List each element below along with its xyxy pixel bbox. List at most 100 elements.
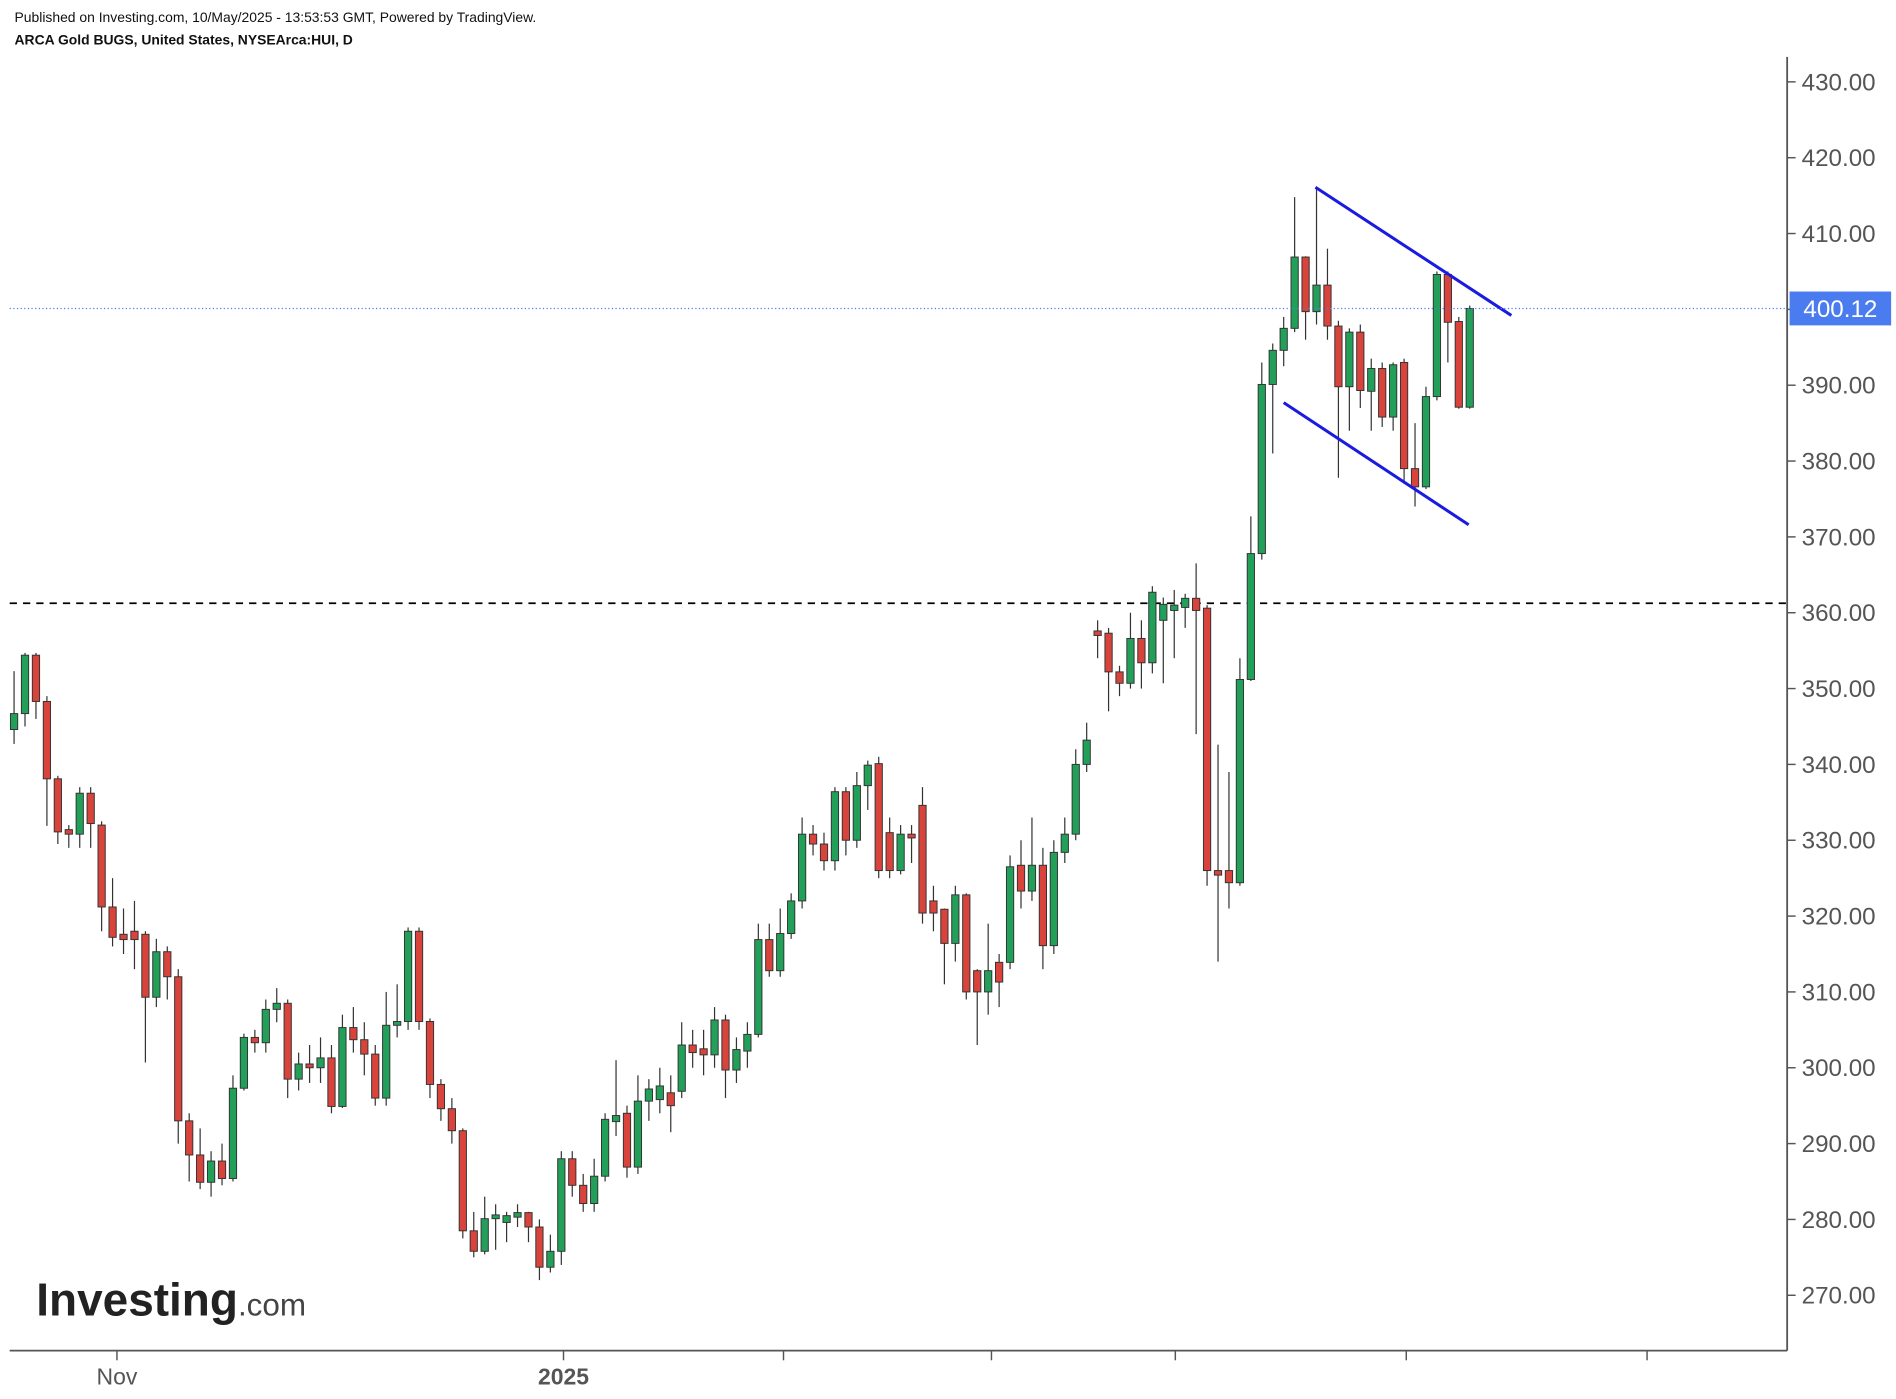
candle-body (1432, 274, 1442, 398)
candle-body (1126, 638, 1135, 684)
candle-body (1323, 284, 1332, 327)
candle-body (1356, 331, 1365, 392)
candle-body (1454, 321, 1463, 408)
candle-body (579, 1184, 588, 1204)
x-tick-label: 2025 (538, 1363, 589, 1389)
candle-body (787, 900, 796, 935)
candle-body (797, 833, 807, 902)
candle-body (261, 1008, 270, 1044)
candle-body (458, 1130, 467, 1232)
candle-body (1257, 383, 1266, 555)
candle-body (754, 939, 763, 1035)
y-tick-label: 360.00 (1802, 600, 1876, 627)
candle-body (349, 1027, 358, 1041)
candle-body (425, 1021, 435, 1085)
candle-body (1027, 864, 1037, 892)
y-tick-label: 270.00 (1802, 1283, 1876, 1310)
candle-body (1159, 603, 1168, 621)
candle-body (1399, 361, 1409, 470)
candle-body (819, 843, 829, 862)
candle-body (338, 1027, 347, 1107)
candle-body (611, 1115, 621, 1123)
candle-body (86, 792, 95, 825)
candle-body (31, 654, 41, 702)
y-tick-label: 350.00 (1802, 676, 1876, 703)
candle-body (940, 908, 949, 944)
candle-body (1367, 368, 1376, 392)
candle-body (666, 1092, 675, 1107)
candle-body (929, 900, 938, 914)
candle-body (130, 930, 139, 941)
candle-body (393, 1021, 402, 1026)
candle-body (1334, 325, 1343, 388)
candle-body (1345, 331, 1354, 388)
candle-body (174, 976, 183, 1122)
candle-body (1181, 597, 1190, 608)
x-tick-label: Nov (97, 1363, 138, 1389)
candle-body (469, 1230, 478, 1252)
candle-body (951, 894, 960, 944)
candle-body (1268, 349, 1277, 385)
y-tick-label: 310.00 (1802, 979, 1876, 1006)
y-tick-label: 430.00 (1802, 69, 1876, 96)
y-tick-label: 410.00 (1802, 221, 1876, 248)
candle-body (1082, 739, 1091, 765)
candle-body (447, 1108, 456, 1132)
candle-body (1060, 833, 1069, 853)
candle-body (1378, 368, 1387, 418)
logo-name: Investing (36, 1274, 238, 1326)
candle-body (53, 778, 62, 833)
candle-body (239, 1036, 249, 1089)
candle-body (1170, 604, 1179, 611)
candle-body (185, 1120, 194, 1156)
candle-body (622, 1112, 632, 1168)
candle-body (765, 939, 774, 972)
candle-body (294, 1063, 303, 1080)
candle-body (272, 1002, 281, 1010)
candle-body (918, 804, 927, 914)
candle-body (984, 970, 993, 993)
candle-body (152, 951, 161, 998)
candle-body (633, 1100, 643, 1168)
y-tick-label: 390.00 (1802, 373, 1876, 400)
candle-body (1301, 256, 1310, 313)
y-tick-label: 340.00 (1802, 752, 1876, 779)
candle-body (524, 1212, 533, 1228)
candle-body (896, 833, 905, 872)
candle-body (9, 713, 19, 731)
candle-body (20, 654, 30, 715)
candle-body (414, 930, 424, 1022)
candle-body (327, 1057, 336, 1107)
candle-body (141, 933, 150, 998)
candle-body (568, 1158, 577, 1186)
candle-body (382, 1024, 391, 1099)
y-tick-label: 280.00 (1802, 1207, 1876, 1234)
candle-body (1224, 870, 1234, 884)
last-price-box (1789, 291, 1892, 326)
candle-body (776, 933, 785, 972)
publish-note: Published on Investing.com, 10/May/2025 … (15, 9, 537, 25)
candle-body (590, 1175, 599, 1204)
candle-body (808, 833, 818, 845)
candle-body (644, 1088, 653, 1102)
instrument-title: ARCA Gold BUGS, United States, NYSEArca:… (15, 32, 353, 48)
candle-body (97, 824, 106, 908)
candle-body (852, 785, 861, 841)
candle-body (1213, 870, 1223, 876)
candle-body (1093, 630, 1102, 636)
candle-body (557, 1158, 566, 1252)
candle-body (830, 791, 840, 862)
candle-body (119, 933, 128, 941)
candle-body (962, 894, 971, 993)
candle-body (206, 1160, 216, 1183)
candle-body (688, 1044, 697, 1054)
candle-body (841, 791, 850, 841)
candle-body (721, 1019, 730, 1071)
candle-body (863, 764, 872, 787)
candle-body (403, 930, 413, 1022)
y-tick-label: 420.00 (1802, 145, 1876, 172)
last-price-label: 400.12 (1803, 296, 1877, 323)
candle-body (885, 832, 894, 872)
candle-body (710, 1019, 719, 1056)
